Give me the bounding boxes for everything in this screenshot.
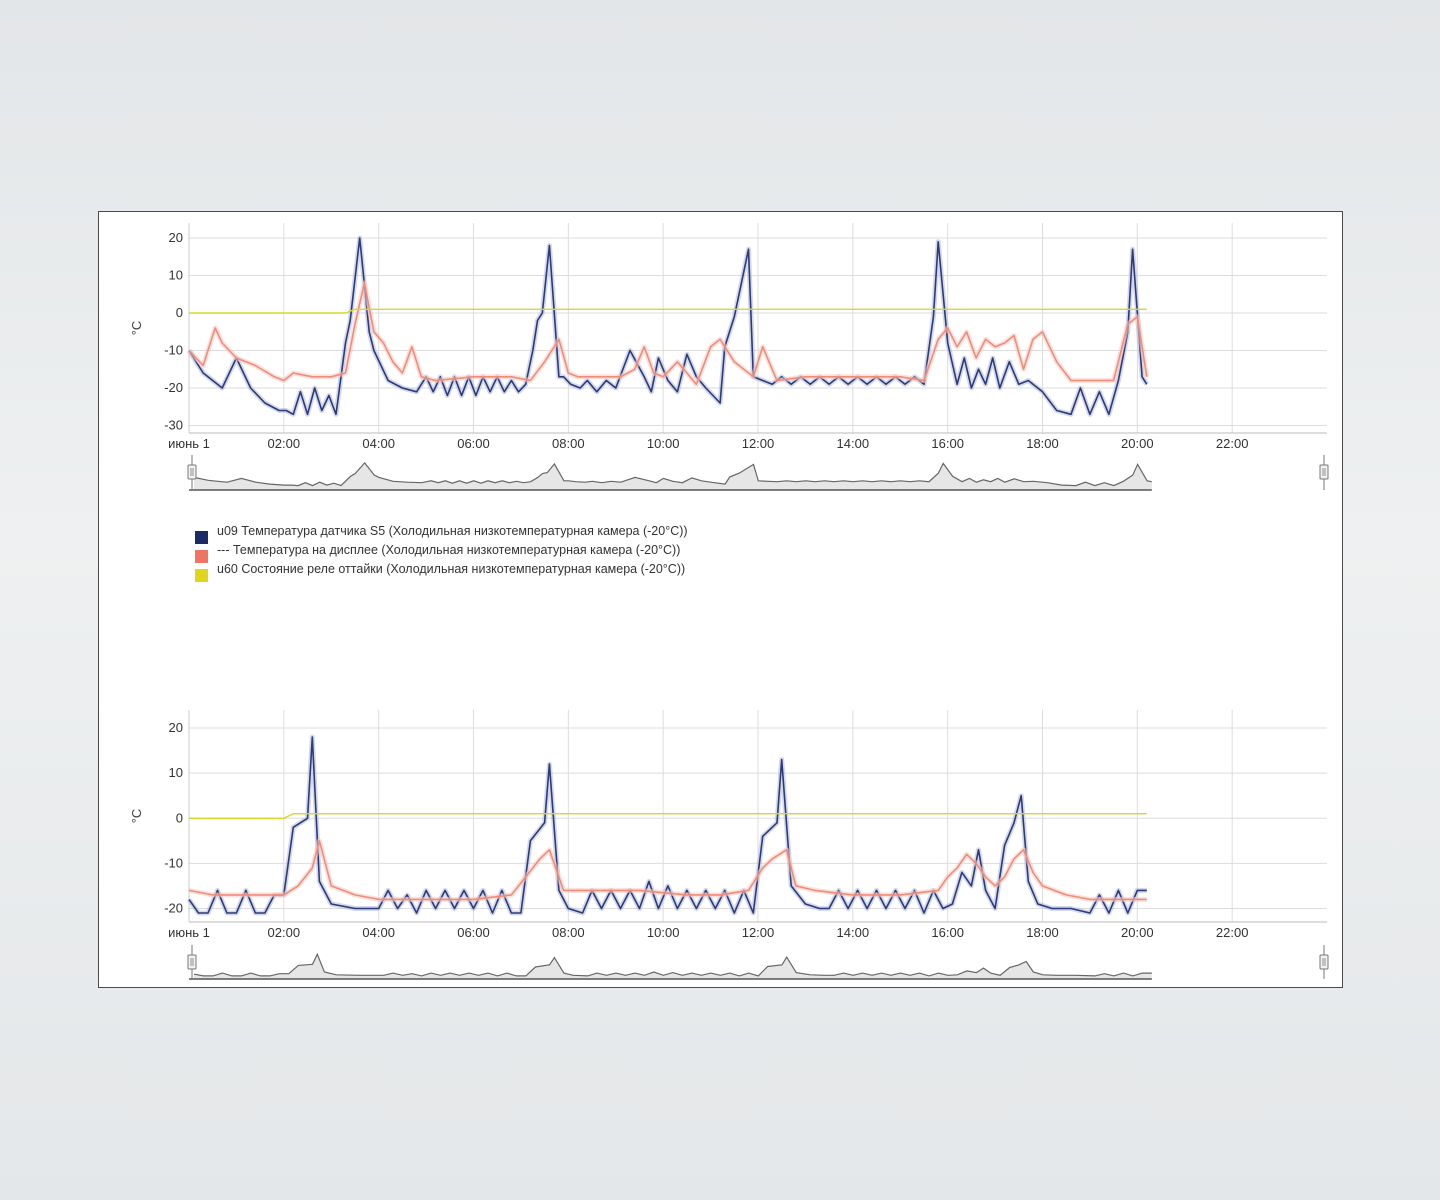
- x-tick-label: 16:00: [931, 436, 964, 451]
- chart-1: -30 -20 -10 0 10 20 °C июнь 1 02:00 04:00 06:00 08:…: [129, 223, 1329, 491]
- y-tick-label: 0: [176, 305, 183, 320]
- navigator-area: [194, 462, 1152, 490]
- y-tick-label: -20: [164, 900, 183, 915]
- navigator-handle-right[interactable]: [1319, 945, 1329, 979]
- navigator: [187, 455, 1329, 491]
- navigator-area: [194, 954, 1152, 979]
- x-tick-label: 18:00: [1026, 436, 1059, 451]
- x-tick-label: 14:00: [837, 925, 870, 940]
- x-tick-label: 12:00: [742, 436, 775, 451]
- x-tick-label: 20:00: [1121, 925, 1154, 940]
- series-line: [189, 308, 1147, 314]
- y-tick-label: 10: [169, 765, 183, 780]
- y-tick-label: -10: [164, 855, 183, 870]
- handle-grip: [1319, 464, 1329, 480]
- legend-swatch: [195, 550, 208, 563]
- x-tick-label: июнь 1: [168, 436, 210, 451]
- handle-grip: [187, 464, 197, 480]
- x-tick-label: 06:00: [457, 925, 490, 940]
- navigator: [187, 945, 1329, 980]
- series-band: [187, 280, 1150, 387]
- legend-swatch: [195, 531, 208, 544]
- navigator-line: [193, 952, 1152, 977]
- x-tick-label: 16:00: [931, 925, 964, 940]
- legend-item[interactable]: --- Температура на дисплее (Холодильная …: [195, 542, 795, 563]
- series-line: [188, 736, 1147, 914]
- series-line: [188, 840, 1147, 901]
- legend: u09 Температура датчика S5 (Холодильная …: [195, 523, 795, 582]
- navigator-handle-left[interactable]: [187, 945, 197, 979]
- x-tick-label: 06:00: [457, 436, 490, 451]
- x-tick-label: 18:00: [1026, 925, 1059, 940]
- x-tick-label: июнь 1: [168, 925, 210, 940]
- legend-item[interactable]: u60 Состояние реле оттайки (Холодильная …: [195, 561, 795, 582]
- x-tick-label: 08:00: [552, 436, 585, 451]
- x-tick-label: 10:00: [647, 925, 680, 940]
- chart-2: -20 -10 0 10 20 °C июнь 1 02:00 04:00 06:00 08:00 1…: [129, 710, 1329, 980]
- legend-label: --- Температура на дисплее (Холодильная …: [217, 543, 681, 557]
- handle-grip: [1319, 954, 1329, 970]
- series-line: [189, 813, 1147, 819]
- x-tick-label: 04:00: [362, 925, 395, 940]
- chart-panel: -30 -20 -10 0 10 20 °C июнь 1 02:00 04:00 06:00 08:…: [98, 211, 1343, 988]
- x-tick-label: 14:00: [837, 436, 870, 451]
- x-tick-label: 10:00: [647, 436, 680, 451]
- x-tick-label: 08:00: [552, 925, 585, 940]
- y-axis-label: °C: [129, 809, 144, 824]
- legend-item[interactable]: u09 Температура датчика S5 (Холодильная …: [195, 523, 795, 544]
- y-tick-label: 20: [169, 720, 183, 735]
- x-tick-label: 20:00: [1121, 436, 1154, 451]
- legend-swatch: [195, 569, 208, 582]
- x-tick-label: 02:00: [268, 436, 301, 451]
- series-line: [188, 282, 1148, 386]
- x-tick-label: 22:00: [1216, 436, 1249, 451]
- y-tick-label: 0: [176, 810, 183, 825]
- legend-label: u60 Состояние реле оттайки (Холодильная …: [217, 562, 686, 576]
- handle-grip: [187, 954, 197, 970]
- y-tick-label: -30: [164, 418, 183, 433]
- y-tick-label: -20: [164, 380, 183, 395]
- y-axis-label: °C: [129, 321, 144, 336]
- legend-label: u09 Температура датчика S5 (Холодильная …: [217, 524, 688, 538]
- charts-svg: -30 -20 -10 0 10 20 °C июнь 1 02:00 04:00 06:00 08:…: [129, 223, 1329, 980]
- navigator-handle-left[interactable]: [187, 455, 197, 490]
- x-tick-label: 22:00: [1216, 925, 1249, 940]
- navigator-handle-right[interactable]: [1319, 455, 1329, 490]
- x-tick-label: 02:00: [268, 925, 301, 940]
- x-tick-label: 12:00: [742, 925, 775, 940]
- y-tick-label: 20: [169, 230, 183, 245]
- x-tick-label: 04:00: [362, 436, 395, 451]
- y-tick-label: 10: [169, 268, 183, 283]
- navigator-line: [193, 461, 1152, 487]
- y-tick-label: -10: [164, 343, 183, 358]
